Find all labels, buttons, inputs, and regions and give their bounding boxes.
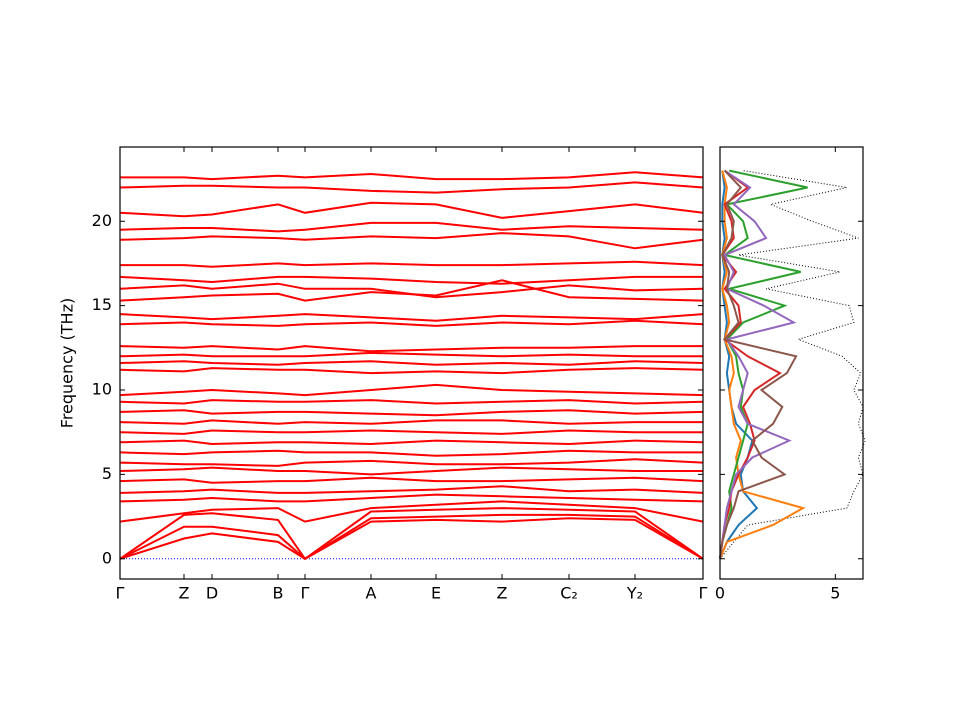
band-line <box>119 485 704 494</box>
band-line <box>119 458 704 467</box>
band-line <box>119 429 703 435</box>
band-line <box>119 383 704 397</box>
x-tick-label: 5 <box>830 584 840 603</box>
dos-line <box>719 170 866 560</box>
x-tick-label: Γ <box>301 584 310 603</box>
dos-line <box>719 170 759 560</box>
x-tick-label: Z <box>497 584 508 603</box>
x-tick-label: 0 <box>715 584 725 603</box>
y-tick-label: 15 <box>92 295 112 314</box>
band-line <box>119 313 704 322</box>
band-line <box>119 279 704 302</box>
band-line <box>119 201 704 219</box>
band-line <box>119 517 704 560</box>
x-tick-label: D <box>206 584 218 603</box>
y-tick-label: 0 <box>102 548 112 567</box>
band-line <box>119 466 703 476</box>
y-axis-label: Frequency (THz) <box>58 298 77 428</box>
band-line <box>119 181 704 194</box>
dos-line <box>719 169 808 559</box>
band-line <box>120 260 704 268</box>
band-line <box>119 439 704 446</box>
band-line <box>119 476 704 484</box>
band-line <box>119 345 703 353</box>
band-line <box>119 221 704 233</box>
band-line <box>119 275 703 285</box>
band-line <box>119 399 704 405</box>
plot-frame <box>719 146 864 580</box>
band-line <box>119 351 703 358</box>
band-line <box>119 493 704 503</box>
plot-frame <box>119 146 704 580</box>
dos-line <box>719 170 806 560</box>
y-tick-label: 20 <box>92 211 112 230</box>
band-line <box>119 282 704 299</box>
band-line <box>119 319 704 327</box>
x-tick-label: Γ <box>699 584 708 603</box>
x-tick-label: A <box>366 584 377 603</box>
band-line <box>119 360 704 366</box>
x-tick-label: C₂ <box>560 584 578 603</box>
band-line <box>119 513 704 561</box>
band-line <box>119 409 704 417</box>
band-line <box>119 500 704 523</box>
band-line <box>120 171 704 181</box>
band-line <box>119 367 704 375</box>
dos-line <box>719 169 797 559</box>
x-tick-label: Γ <box>116 584 125 603</box>
x-tick-label: Y₂ <box>626 584 643 603</box>
y-tick-label: 5 <box>102 464 112 483</box>
x-tick-label: E <box>431 584 441 603</box>
x-tick-label: Z <box>179 584 190 603</box>
band-line <box>119 419 703 425</box>
dos-line <box>719 169 798 559</box>
band-line <box>119 232 704 250</box>
y-tick-label: 10 <box>92 380 112 399</box>
band-line <box>119 507 704 561</box>
x-tick-label: B <box>273 584 284 603</box>
band-line <box>119 449 703 457</box>
